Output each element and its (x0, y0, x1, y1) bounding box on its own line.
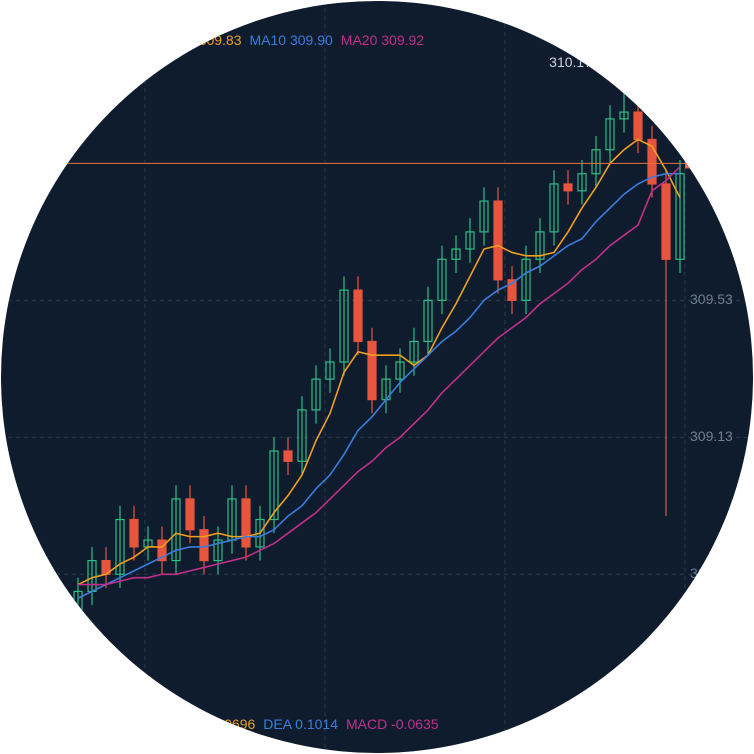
candle-body (297, 409, 307, 462)
candle-body (563, 183, 573, 192)
candle-body (325, 361, 335, 380)
candle-body (157, 539, 167, 562)
candle-body (241, 498, 251, 548)
candle-body (185, 498, 195, 531)
candle-body (577, 173, 587, 192)
candle-body (199, 529, 209, 562)
ma-line (78, 166, 681, 586)
candle-body (367, 340, 377, 401)
candle-body (311, 378, 321, 411)
legend-entry: MA20 309.92 (341, 32, 424, 48)
candle-body (339, 289, 349, 363)
candle-body (171, 498, 181, 562)
y-tick-label: 308.73 (690, 565, 733, 581)
candle-body (605, 118, 615, 151)
candle-body (619, 111, 629, 120)
candle-body (115, 518, 125, 575)
candle-body (507, 279, 517, 301)
candle-body (395, 361, 405, 380)
candle-body (129, 518, 139, 548)
candle-body (423, 299, 433, 343)
candle-body (451, 248, 461, 260)
legend-entry: MA10 309.90 (250, 32, 333, 48)
x-grid (144, 1, 686, 753)
current-price-tag (685, 158, 705, 169)
candle-body (521, 258, 531, 301)
legend-entry: DIF 0.0696 (186, 716, 255, 732)
legend-entry: MACD -0.0635 (346, 716, 439, 732)
candle-body (353, 289, 363, 343)
candle-body (647, 138, 657, 185)
candle-body (255, 518, 265, 548)
ma-line (77, 172, 680, 599)
legend-entry: MA5 309.83 (166, 32, 242, 48)
candle-body (283, 450, 293, 462)
y-tick-label: 309.53 (690, 291, 733, 307)
candle-body (633, 111, 643, 141)
candle-body (465, 231, 475, 250)
legend-entry: DEA 0.1014 (263, 716, 338, 732)
candle-body (437, 258, 447, 301)
ma-line (77, 138, 681, 586)
candle-body (479, 200, 489, 233)
candle-body (535, 231, 545, 260)
candle-body (549, 183, 559, 233)
candle-body (269, 450, 279, 521)
candle-body (409, 340, 419, 363)
candle-body (493, 200, 503, 281)
candle-body (591, 149, 601, 175)
candle-body (661, 183, 671, 260)
max-label: 310.17 (549, 54, 592, 70)
y-tick-label: 309.13 (690, 428, 733, 444)
legend-row: DIF 0.0696 DEA 0.1014 MACD -0.0635 (186, 716, 439, 732)
legend-row: MA5 309.83 MA10 309.90 MA20 309.92 (166, 32, 424, 48)
candle-body (213, 539, 223, 562)
